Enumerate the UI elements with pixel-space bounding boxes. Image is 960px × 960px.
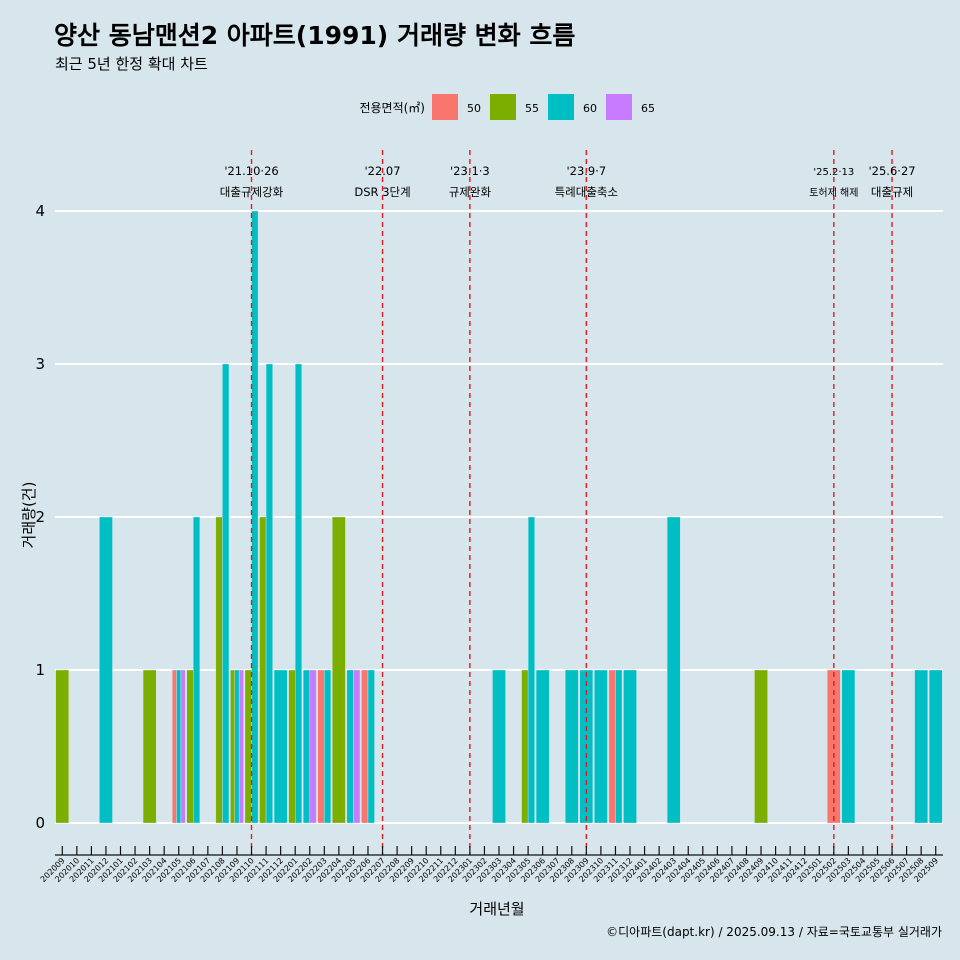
chart-subtitle: 최근 5년 한정 확대 차트 [55, 55, 208, 73]
event-label-text: 특례대출축소 [555, 185, 618, 199]
bar-202112-60 [273, 669, 288, 824]
bar-202111-60 [265, 363, 273, 824]
bar-202206-50 [361, 669, 369, 824]
axes-layer: 0123420200920201020201120201220210120210… [35, 202, 943, 884]
bar-202106-60 [193, 516, 201, 824]
bar-202012-60 [99, 516, 113, 824]
bar-202111-55 [259, 516, 267, 824]
legend-label-50: 50 [467, 102, 481, 115]
y-tick-label: 0 [35, 814, 45, 832]
event-label-date: '23.9·7 [566, 164, 606, 178]
bar-202108-55 [215, 516, 223, 824]
bar-202103-55 [142, 669, 157, 824]
legend-title: 전용면적(㎡) [359, 101, 425, 115]
bar-202201-55 [288, 669, 296, 824]
bar-202201-60 [294, 363, 302, 824]
legend-label-55: 55 [525, 102, 539, 115]
events-layer: '21.10·26 대출규제강화 '22.07 DSR 3단계 '23.1·3 규제완화 '… [220, 150, 916, 855]
event-label-text: DSR 3단계 [354, 185, 410, 199]
event-label-text: 대출규제강화 [220, 185, 284, 199]
bar-202306-60 [535, 669, 550, 824]
bar-202105-65 [180, 669, 186, 824]
legend-key-60 [548, 94, 574, 120]
bar-202203-50 [317, 669, 325, 824]
bar-202105-60 [176, 669, 182, 824]
bar-202311-50 [608, 669, 616, 824]
chart-caption: ©디아파트(dapt.kr) / 2025.09.13 / 자료=국토교통부 실… [606, 925, 942, 939]
bar-202204-55 [332, 516, 346, 824]
bar-202110-60 [251, 210, 259, 824]
y-tick-label: 1 [35, 661, 45, 679]
bar-202303-60 [492, 669, 506, 824]
bar-202203-60 [324, 669, 332, 824]
event-label-date: '23.1·3 [450, 164, 490, 178]
y-tick-label: 4 [35, 202, 45, 220]
bar-202206-60 [367, 669, 375, 824]
event-label-date: '22.07 [364, 164, 400, 178]
chart-title: 양산 동남맨션2 아파트(1991) 거래량 변화 흐름 [54, 21, 575, 50]
legend-key-55 [490, 94, 516, 120]
bar-202503-60 [841, 669, 856, 824]
bar-202108-60 [222, 363, 230, 824]
event-label-date: '25.6·27 [869, 164, 916, 178]
legend-key-50 [432, 94, 458, 120]
bar-202305-55 [521, 669, 529, 824]
bar-202109-55 [230, 669, 235, 824]
bar-202109-65 [238, 669, 244, 824]
bar-202109-60 [234, 669, 240, 824]
x-axis-label: 거래년월 [469, 900, 524, 918]
bar-202312-60 [623, 669, 637, 824]
bar-202308-60 [565, 669, 579, 824]
bar-202305-60 [527, 516, 535, 824]
bar-202509-60 [928, 669, 943, 824]
y-tick-label: 3 [35, 355, 45, 373]
event-label-date: '25.2·13 [813, 167, 854, 178]
bar-202202-60 [303, 669, 310, 824]
bars-layer [55, 210, 943, 824]
bar-202009-55 [55, 669, 70, 824]
bar-202403-60 [666, 516, 681, 824]
event-label-text: 대출규제 [871, 185, 913, 199]
legend-layer: 50 55 60 65 [432, 94, 655, 120]
legend-label-60: 60 [583, 102, 597, 115]
bar-202110-55 [244, 669, 252, 824]
y-axis-label: 거래량(건) [20, 482, 38, 549]
event-label-text: 토허제 해제 [809, 186, 858, 199]
legend-label-65: 65 [641, 102, 655, 115]
legend-key-65 [606, 94, 632, 120]
bar-202202-65 [309, 669, 317, 824]
bar-202105-50 [171, 669, 177, 824]
event-label-text: 규제완화 [449, 185, 492, 199]
bar-202311-60 [615, 669, 623, 824]
bar-202106-55 [186, 669, 194, 824]
bar-202409-55 [754, 669, 768, 824]
bar-202508-60 [914, 669, 928, 824]
event-label-date: '21.10·26 [224, 164, 278, 178]
bar-202205-60 [346, 669, 354, 824]
bar-202205-65 [353, 669, 361, 824]
bar-202310-60 [594, 669, 608, 824]
y-tick-label: 2 [35, 508, 45, 526]
